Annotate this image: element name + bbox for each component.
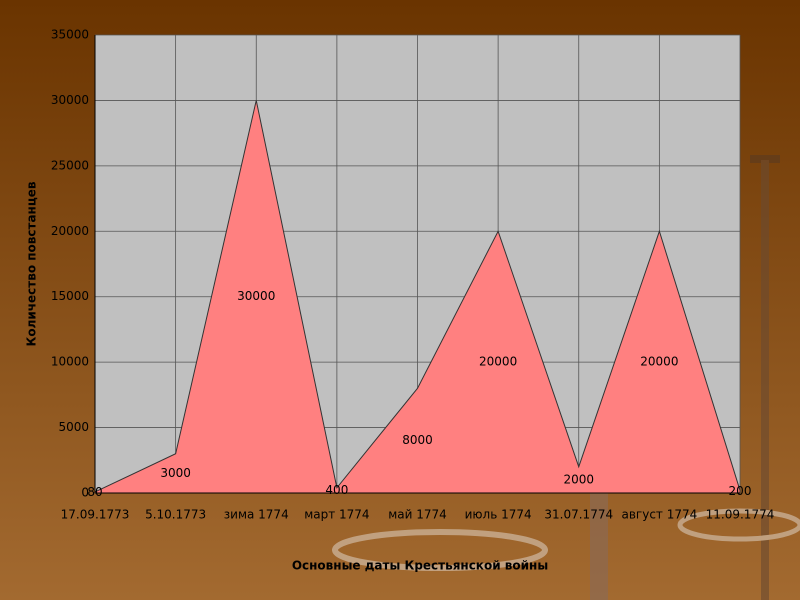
area [94, 100, 741, 494]
y-tick-label: 35000 [51, 28, 89, 42]
x-tick-label: 31.07.1774 [544, 508, 613, 522]
y-tick-label: 25000 [51, 158, 89, 172]
data-label: 400 [325, 483, 348, 497]
y-tick-label: 5000 [58, 420, 89, 434]
x-tick-label: 11.09.1774 [706, 508, 775, 522]
y-tick-label: 20000 [51, 224, 89, 238]
y-axis-title: Количество повстанцев [25, 181, 39, 346]
x-tick-label: июль 1774 [465, 508, 532, 522]
data-label: 8000 [402, 433, 433, 447]
y-tick-label: 0 [81, 486, 89, 500]
data-label: 2000 [563, 472, 594, 486]
data-label: 20000 [479, 355, 517, 369]
x-tick-label: зима 1774 [224, 508, 289, 522]
y-tick-label: 15000 [51, 289, 89, 303]
x-tick-label: 17.09.1773 [61, 508, 130, 522]
data-label: 30000 [237, 289, 275, 303]
y-tick-label: 10000 [51, 355, 89, 369]
x-tick-label: 5.10.1773 [145, 508, 206, 522]
x-tick-label: август 1774 [621, 508, 697, 522]
data-label: 3000 [160, 466, 191, 480]
x-tick-label: март 1774 [304, 508, 369, 522]
scales-decoration [332, 155, 800, 600]
y-tick-label: 30000 [51, 93, 89, 107]
data-label: 20000 [640, 355, 678, 369]
data-label: 200 [729, 484, 752, 498]
x-tick-label: май 1774 [388, 508, 447, 522]
x-axis-title: Основные даты Крестьянской войны [292, 559, 548, 573]
